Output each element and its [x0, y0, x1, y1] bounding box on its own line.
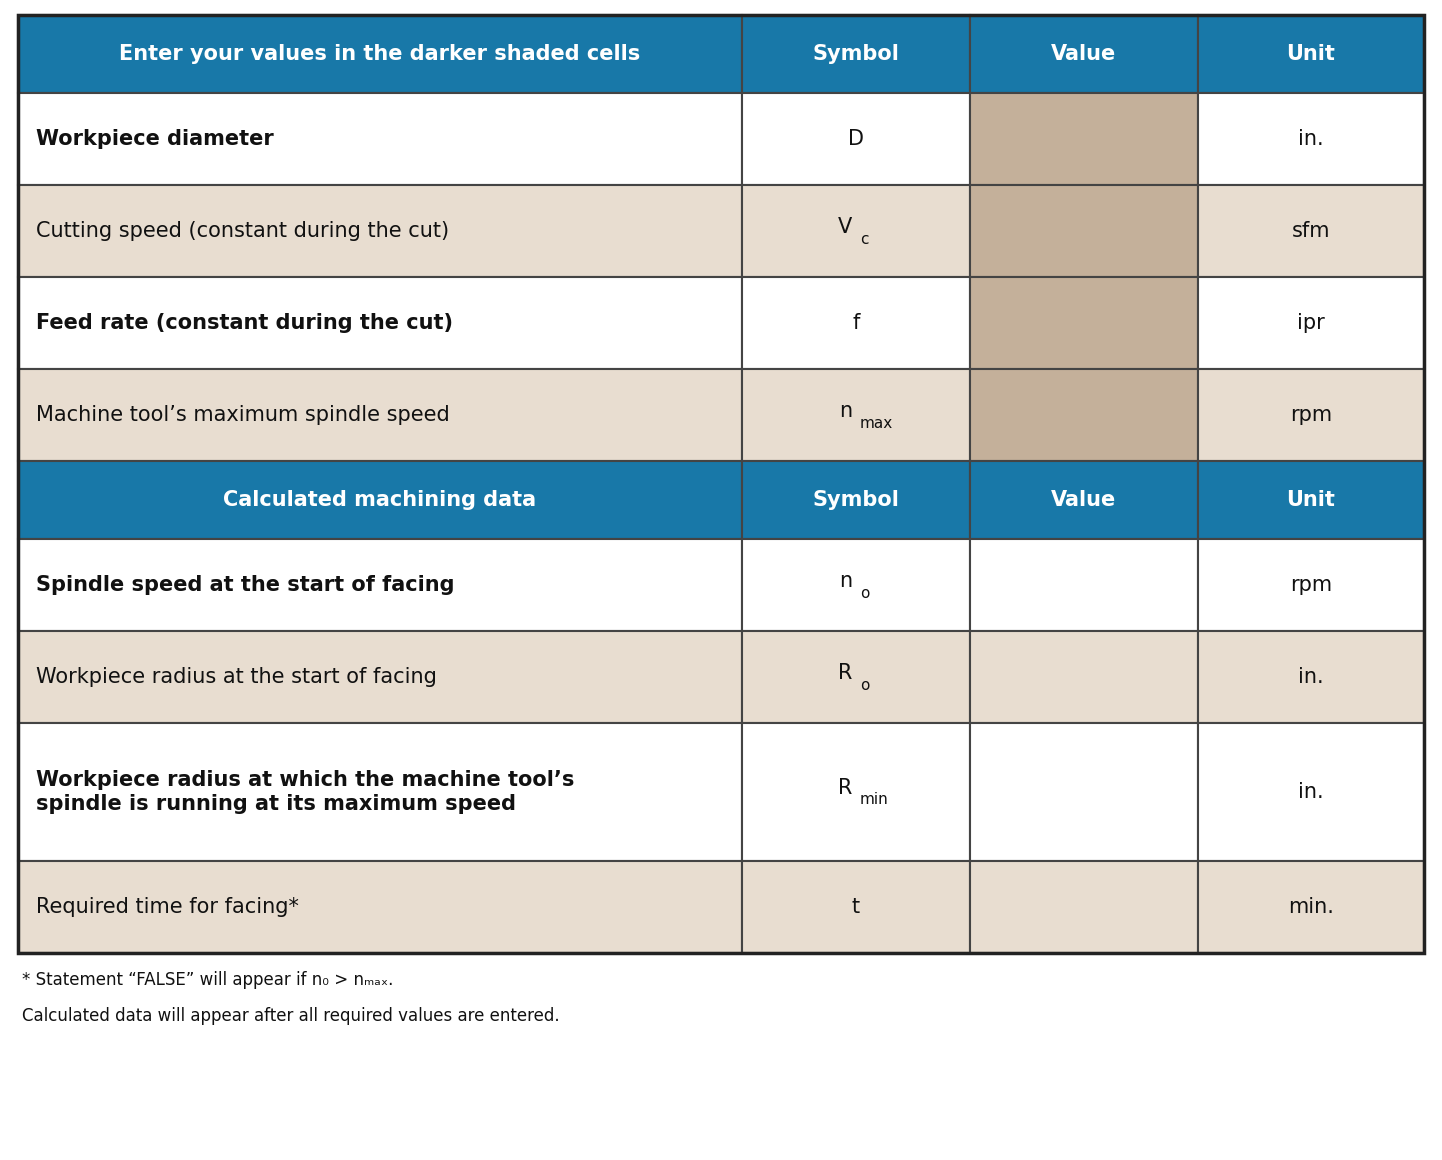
- Bar: [17, 369, 743, 461]
- Bar: [1198, 461, 1425, 539]
- Bar: [1198, 369, 1425, 461]
- Bar: [970, 277, 1198, 369]
- Text: sfm: sfm: [1292, 222, 1330, 241]
- Bar: [970, 631, 1198, 723]
- Bar: [17, 461, 743, 539]
- Bar: [743, 369, 970, 461]
- Text: R: R: [838, 664, 852, 683]
- Bar: [1198, 93, 1425, 184]
- Bar: [1198, 539, 1425, 631]
- Text: R: R: [838, 778, 852, 798]
- Text: Feed rate (constant during the cut): Feed rate (constant during the cut): [36, 313, 453, 333]
- Text: in.: in.: [1298, 782, 1324, 802]
- Bar: [17, 539, 743, 631]
- Bar: [17, 15, 743, 93]
- Bar: [17, 93, 743, 184]
- Bar: [17, 277, 743, 369]
- Bar: [970, 369, 1198, 461]
- Text: * Statement “FALSE” will appear if n₀ > nₘₐₓ.: * Statement “FALSE” will appear if n₀ > …: [22, 971, 394, 989]
- Text: t: t: [852, 897, 859, 918]
- Bar: [17, 631, 743, 723]
- Bar: [17, 184, 743, 277]
- Bar: [1198, 861, 1425, 954]
- Text: in.: in.: [1298, 667, 1324, 687]
- Bar: [743, 723, 970, 861]
- Text: n: n: [839, 401, 852, 421]
- Bar: [743, 277, 970, 369]
- Bar: [743, 15, 970, 93]
- Bar: [1198, 631, 1425, 723]
- Bar: [743, 93, 970, 184]
- Bar: [743, 539, 970, 631]
- Text: Symbol: Symbol: [812, 490, 900, 510]
- Text: D: D: [848, 129, 864, 148]
- Bar: [743, 631, 970, 723]
- Bar: [970, 15, 1198, 93]
- Text: Required time for facing*: Required time for facing*: [36, 897, 298, 918]
- Bar: [743, 861, 970, 954]
- Text: n: n: [839, 571, 852, 590]
- Text: ipr: ipr: [1296, 313, 1325, 333]
- Bar: [1198, 15, 1425, 93]
- Bar: [970, 539, 1198, 631]
- Bar: [17, 861, 743, 954]
- Text: Cutting speed (constant during the cut): Cutting speed (constant during the cut): [36, 222, 448, 241]
- Text: Unit: Unit: [1286, 490, 1335, 510]
- Bar: [17, 723, 743, 861]
- Text: Calculated data will appear after all required values are entered.: Calculated data will appear after all re…: [22, 1007, 559, 1025]
- Text: Spindle speed at the start of facing: Spindle speed at the start of facing: [36, 575, 454, 595]
- Bar: [1198, 723, 1425, 861]
- Text: min.: min.: [1288, 897, 1334, 918]
- Bar: [1198, 184, 1425, 277]
- Text: o: o: [859, 677, 870, 693]
- Bar: [970, 461, 1198, 539]
- Text: rpm: rpm: [1289, 405, 1332, 425]
- Text: Value: Value: [1051, 490, 1116, 510]
- Text: max: max: [859, 415, 893, 430]
- Text: in.: in.: [1298, 129, 1324, 148]
- Bar: [970, 723, 1198, 861]
- Bar: [1198, 277, 1425, 369]
- Bar: [17, 15, 1425, 954]
- Bar: [743, 184, 970, 277]
- Bar: [970, 184, 1198, 277]
- Text: Workpiece diameter: Workpiece diameter: [36, 129, 274, 148]
- Bar: [970, 861, 1198, 954]
- Bar: [743, 461, 970, 539]
- Text: f: f: [852, 313, 859, 333]
- Text: rpm: rpm: [1289, 575, 1332, 595]
- Text: V: V: [838, 217, 852, 237]
- Text: Calculated machining data: Calculated machining data: [224, 490, 536, 510]
- Text: Workpiece radius at the start of facing: Workpiece radius at the start of facing: [36, 667, 437, 687]
- Text: o: o: [859, 586, 870, 601]
- Text: min: min: [859, 792, 888, 807]
- Text: c: c: [859, 232, 868, 247]
- Text: Workpiece radius at which the machine tool’s
spindle is running at its maximum s: Workpiece radius at which the machine to…: [36, 770, 574, 813]
- Text: Symbol: Symbol: [812, 44, 900, 64]
- Text: Machine tool’s maximum spindle speed: Machine tool’s maximum spindle speed: [36, 405, 450, 425]
- Text: Unit: Unit: [1286, 44, 1335, 64]
- Bar: [970, 93, 1198, 184]
- Text: Enter your values in the darker shaded cells: Enter your values in the darker shaded c…: [120, 44, 640, 64]
- Text: Value: Value: [1051, 44, 1116, 64]
